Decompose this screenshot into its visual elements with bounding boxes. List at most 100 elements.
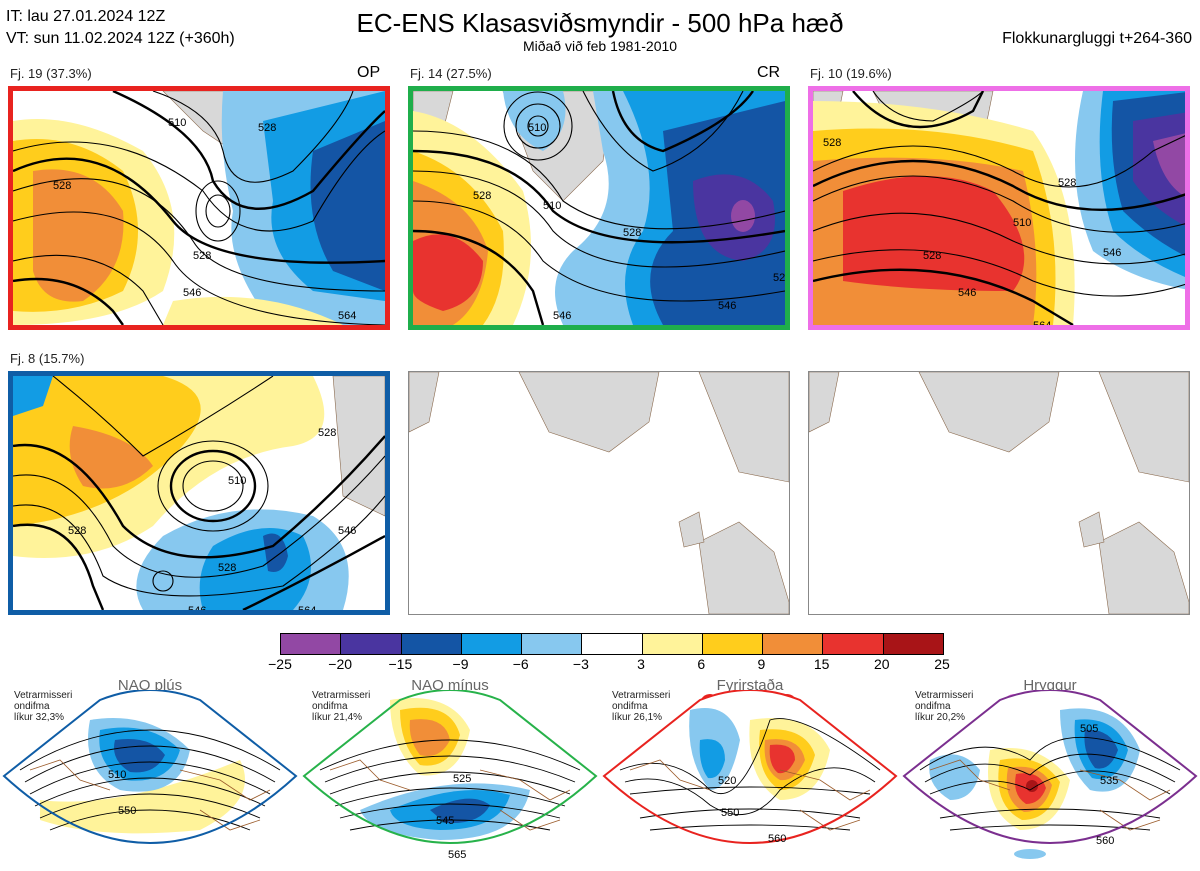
page-subtitle: Miðað við feb 1981-2010 <box>522 38 678 54</box>
cluster-map-2: 510 528 528 546 546 528 510 <box>408 86 790 330</box>
cluster-map-2-graphic: 510 528 528 546 546 528 510 <box>413 91 785 325</box>
empty-map-6-graphic <box>809 372 1189 614</box>
panel-2-label: Fj. 14 (27.5%) <box>410 66 492 81</box>
colorbar-segment <box>642 634 703 654</box>
colorbar-tick-label: −3 <box>572 656 589 672</box>
regime-name-nao-minus: NAO mínus <box>411 677 489 694</box>
header-times: IT: lau 27.01.2024 12Z VT: sun 11.02.202… <box>6 6 235 50</box>
cluster-map-4: 510 528 528 546 564 528 546 <box>8 371 390 615</box>
climate-line: Vetrarmisseri <box>14 690 73 701</box>
contour-label: 528 <box>623 227 641 239</box>
empty-map-6 <box>808 371 1190 615</box>
climate-line: Vetrarmisseri <box>612 690 671 701</box>
contour-label: 546 <box>183 287 201 299</box>
contour-label: 565 <box>448 849 466 861</box>
colorbar-tick-label: 6 <box>697 656 706 672</box>
colorbar-tick-label: 25 <box>934 656 950 672</box>
contour-label: 510 <box>108 769 126 781</box>
contour-label: 528 <box>218 562 236 574</box>
panel-1-label: Fj. 19 (37.3%) <box>10 66 92 81</box>
colorbar-segment <box>281 634 342 654</box>
colorbar-segment <box>763 634 824 654</box>
contour-label: 535 <box>1100 775 1118 787</box>
page-title: EC-ENS Klasasviðsmyndir - 500 hPa hæð <box>356 8 844 38</box>
contour-label: 528 <box>318 427 336 439</box>
contour-label: 528 <box>53 180 71 192</box>
contour-label: 528 <box>193 250 211 262</box>
climate-line: líkur 21,4% <box>312 712 363 723</box>
panel-3-label: Fj. 10 (19.6%) <box>810 66 892 81</box>
valid-time: VT: sun 11.02.2024 12Z (+360h) <box>6 30 235 47</box>
contour-label: 510 <box>528 122 546 134</box>
contour-label: 510 <box>228 475 246 487</box>
colorbar-segment <box>823 634 884 654</box>
initial-time: IT: lau 27.01.2024 12Z <box>6 8 166 25</box>
regime-map-ridge: 505 535 560 <box>902 690 1198 859</box>
contour-label: 528 <box>823 137 841 149</box>
colorbar-tick-label: 9 <box>757 656 766 672</box>
contour-label: 546 <box>718 300 736 312</box>
colorbar-segment <box>461 634 523 654</box>
contour-label: 525 <box>453 773 471 785</box>
panel-2-tag: CR <box>757 64 781 81</box>
climate-line: líkur 32,3% <box>14 712 65 723</box>
empty-map-5 <box>408 371 790 615</box>
contour-label: 560 <box>1096 835 1114 847</box>
climate-line: ondifma <box>14 701 50 712</box>
regime-map-nao-plus: 510 550 <box>2 690 298 844</box>
classification-window: Flokkunargluggi t+264-360 <box>1002 30 1192 47</box>
contour-label: 528 <box>773 272 785 284</box>
colorbar-segment <box>522 634 583 654</box>
contour-label: 510 <box>168 117 186 129</box>
regime-climate-ridge: Vetrarmisseri ondifma líkur 20,2% <box>915 690 973 723</box>
contour-label: 528 <box>473 190 491 202</box>
contour-label: 510 <box>1013 217 1031 229</box>
cluster-map-3-graphic: 510 528 546 564 528 546 528 <box>813 91 1185 325</box>
contour-label: 520 <box>718 775 736 787</box>
contour-label: 510 <box>543 200 561 212</box>
contour-label: 546 <box>188 605 206 610</box>
contour-label: 528 <box>1058 177 1076 189</box>
regime-climate-nao-plus: Vetrarmisseri ondifma líkur 32,3% <box>14 690 72 723</box>
colorbar-segment <box>582 634 643 654</box>
regime-name-blocking: Fyrirstaða <box>716 677 784 694</box>
regime-climate-nao-minus: Vetrarmisseri ondifma líkur 21,4% <box>312 690 370 723</box>
empty-map-5-graphic <box>409 372 789 614</box>
colorbar-segment <box>341 634 402 654</box>
colorbar-tick-label: 3 <box>637 656 645 672</box>
colorbar-tick-label: 20 <box>874 656 890 672</box>
regime-climate-blocking: Vetrarmisseri ondifma líkur 26,1% <box>612 690 670 723</box>
climate-line: ondifma <box>612 701 648 712</box>
contour-label: 545 <box>436 815 454 827</box>
colorbar-segment <box>401 634 462 654</box>
contour-label: 528 <box>68 525 86 537</box>
contour-label: 564 <box>298 605 316 610</box>
cluster-map-1: 510 528 546 564 528 528 <box>8 86 390 330</box>
climate-line: Vetrarmisseri <box>312 690 371 701</box>
contour-label: 550 <box>118 805 136 817</box>
contour-label: 528 <box>258 122 276 134</box>
climate-line: ondifma <box>915 701 951 712</box>
regime-map-blocking: 520 550 560 <box>602 690 898 845</box>
colorbar <box>280 633 944 655</box>
climate-line: líkur 26,1% <box>612 712 663 723</box>
regime-map-nao-minus: 525 545 565 <box>302 690 598 861</box>
contour-label: 564 <box>338 310 356 322</box>
colorbar-labels: −25 −20 −15 −9 −6 −3 3 6 9 15 20 25 <box>268 656 950 674</box>
cluster-map-1-graphic: 510 528 546 564 528 528 <box>13 91 385 325</box>
contour-label: 546 <box>553 310 571 322</box>
panel-4-label: Fj. 8 (15.7%) <box>10 351 85 366</box>
regime-name-nao-plus: NAO plús <box>117 677 183 694</box>
contour-label: 505 <box>1080 723 1098 735</box>
colorbar-tick-label: −15 <box>388 656 413 672</box>
colorbar-tick-label: −6 <box>512 656 529 672</box>
contour-label: 550 <box>721 807 739 819</box>
contour-label: 528 <box>923 250 941 262</box>
contour-label: 564 <box>1033 320 1051 325</box>
cluster-map-4-graphic: 510 528 528 546 564 528 546 <box>13 376 385 610</box>
climate-line: líkur 20,2% <box>915 712 966 723</box>
contour-label: 546 <box>1103 247 1121 259</box>
contour-label: 560 <box>768 833 786 845</box>
climate-line: ondifma <box>312 701 348 712</box>
contour-label: 546 <box>958 287 976 299</box>
